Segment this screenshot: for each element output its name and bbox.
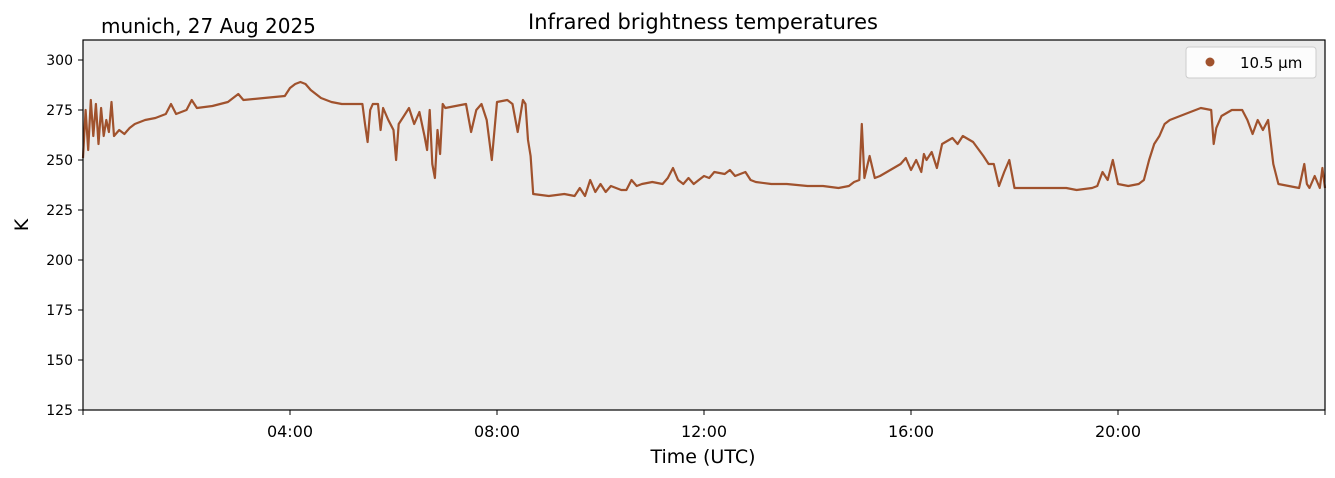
y-tick-label: 125 <box>46 403 73 419</box>
legend-box <box>1185 46 1317 79</box>
x-tick-label: 12:00 <box>681 422 727 441</box>
x-axis-ticks: 04:00 08:00 12:00 16:00 20:00 <box>82 410 1326 441</box>
series-line-0 <box>81 80 1327 198</box>
y-tick-label: 225 <box>46 203 73 219</box>
y-tick-label: 150 <box>46 353 73 369</box>
plot-area <box>83 40 1325 410</box>
legend: 10.5 µm <box>1185 46 1317 79</box>
x-tick-label: 16:00 <box>888 422 934 441</box>
legend-marker <box>1205 57 1215 67</box>
chart-subtitle: munich, 27 Aug 2025 <box>101 14 316 38</box>
x-tick-label: 20:00 <box>1095 422 1141 441</box>
x-axis-label: Time (UTC) <box>649 446 755 468</box>
y-tick-label: 200 <box>46 253 73 269</box>
y-tick-label: 275 <box>46 103 73 119</box>
chart-title: Infrared brightness temperatures <box>528 10 878 34</box>
x-tick-label: 08:00 <box>474 422 520 441</box>
y-axis-label: K <box>11 218 33 231</box>
y-tick-label: 175 <box>46 303 73 319</box>
y-tick-label: 250 <box>46 153 73 169</box>
series-layer <box>81 80 1327 198</box>
x-tick-label: 04:00 <box>267 422 313 441</box>
y-tick-label: 300 <box>46 53 73 69</box>
y-axis-ticks: 125 150 175 200 225 250 275 300 <box>46 53 83 419</box>
legend-label: 10.5 µm <box>1240 54 1302 72</box>
